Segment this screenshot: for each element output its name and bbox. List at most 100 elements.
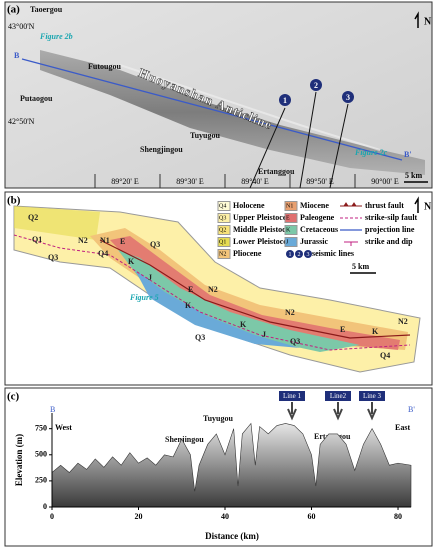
seismic-arrow: [333, 402, 343, 421]
legend-symbol: J: [286, 239, 289, 245]
seismic-line-labels: Line 1 Line2 Line 3: [279, 391, 385, 421]
unit-label: Q3: [195, 333, 205, 342]
legend-seismic-number: 1: [289, 252, 292, 258]
unit-label: Q4: [98, 249, 108, 258]
legend-text: projection line: [365, 225, 415, 234]
direction-label: East: [395, 423, 410, 432]
legend-swatch: [284, 225, 298, 235]
unit-label: Q3: [290, 337, 300, 346]
x-tick-label: 20: [135, 512, 143, 521]
legend-swatch: [217, 201, 231, 211]
ridge-crest: [119, 64, 381, 151]
longitude-labels: 89°20' E 89°30' E 89°40' E 89°50' E 90°00' E: [94, 174, 399, 188]
unit-label: Q3: [48, 253, 58, 262]
profile-end: B': [404, 150, 412, 159]
legend-swatch: [284, 213, 298, 223]
legend-text: Holocene: [233, 201, 265, 210]
place-label: Tuyugou: [203, 414, 234, 423]
seismic-number: 3: [346, 93, 350, 102]
legend-seismic-number: 2: [298, 252, 301, 258]
panel-label: (c): [7, 391, 20, 403]
panel-label: (b): [7, 195, 21, 207]
unit-label: Q2: [28, 213, 38, 222]
legend-line: [344, 241, 358, 246]
seismic-box: [359, 391, 385, 401]
x-axis-label: Distance (km): [205, 531, 259, 541]
north-label: N: [424, 201, 432, 212]
unit-label: K: [240, 320, 247, 329]
elevation-profile: [51, 422, 412, 508]
unit-label: N1: [100, 236, 110, 245]
legend-symbol: K: [286, 227, 291, 233]
legend-text: Middle Pleistocene: [233, 225, 298, 234]
longitude-label: 89°30' E: [176, 177, 204, 186]
y-tick-label: 750: [35, 423, 47, 432]
x-tick-label: 40: [221, 512, 229, 521]
legend-seismic: [295, 250, 303, 258]
seismic-box: [325, 391, 351, 401]
direction-label: West: [55, 423, 72, 432]
strike-slip-fault: [13, 234, 411, 351]
y-tick-label: 500: [35, 450, 47, 459]
unit-label: K: [128, 257, 135, 266]
legend-text: thrust fault: [365, 201, 404, 210]
north-arrow: [414, 11, 419, 28]
unit-label: N2: [285, 308, 295, 317]
unit-e: [110, 236, 400, 350]
legend-swatch: [217, 213, 231, 223]
legend-text: Pliocene: [233, 249, 262, 258]
longitude-label: 90°00' E: [371, 177, 399, 186]
seismic-number: 2: [314, 81, 318, 90]
place-label: Shenjingou: [165, 435, 204, 444]
legend-symbol: Q1: [219, 239, 226, 245]
seismic-line: [249, 107, 286, 189]
longitude-label: 89°20' E: [111, 177, 139, 186]
unit-label: E: [188, 285, 193, 294]
seismic-number: 1: [283, 96, 287, 105]
unit-label: E: [340, 325, 345, 334]
panel-c: (c) Distance (km) Elevation (m) B West B…: [4, 387, 433, 547]
ridge-relief: [40, 50, 425, 175]
unit-label: J: [148, 273, 152, 282]
x-tick-label: 60: [308, 512, 316, 521]
seismic-label: Line 3: [363, 392, 382, 400]
seismic-label: Line2: [330, 392, 347, 400]
legend-text: Paleogene: [300, 213, 335, 222]
seismic-marker: [279, 94, 291, 106]
latitude-label: 43°00'N: [8, 22, 35, 31]
longitude-label: 89°40' E: [241, 177, 269, 186]
projection-line: [21, 58, 403, 161]
place-label: Shengjingou: [140, 145, 183, 154]
seismic-label: Line 1: [283, 392, 302, 400]
legend-seismic-number: 3: [307, 252, 310, 258]
place-label: Futougou: [88, 62, 121, 71]
legend-symbol: Q2: [219, 227, 226, 233]
x-tick-label: 80: [394, 512, 402, 521]
place-label: Taoergou: [30, 5, 63, 14]
unit-label: Q1: [32, 235, 42, 244]
figure-ref: Figure 2b: [39, 32, 73, 41]
place-label: Putaogou: [20, 94, 53, 103]
legend-symbol: E: [286, 215, 290, 221]
legend-text: Upper Pleistocene: [233, 213, 295, 222]
legend-text: seismic lines: [312, 249, 354, 258]
legend-symbol: Q4: [219, 203, 226, 209]
seismic-marker: [310, 79, 322, 91]
legend-seismic: [304, 250, 312, 258]
legend-line: [340, 202, 362, 207]
north-label: N: [424, 16, 432, 27]
y-tick-label: 250: [35, 476, 47, 485]
x-tick-label: 0: [50, 512, 54, 521]
legend-swatch: [217, 237, 231, 247]
seismic-marker: [342, 91, 354, 103]
thrust-fault: [99, 239, 411, 339]
legend-text: Lower Pleistocene: [233, 237, 295, 246]
plot: 0 20 40 60 80 0 250 500 750: [35, 413, 412, 521]
unit-n: [90, 228, 408, 350]
seismic-arrow: [287, 402, 297, 421]
scale-label: 5 km: [352, 262, 369, 271]
figure-ref: Figure 5: [129, 293, 159, 302]
